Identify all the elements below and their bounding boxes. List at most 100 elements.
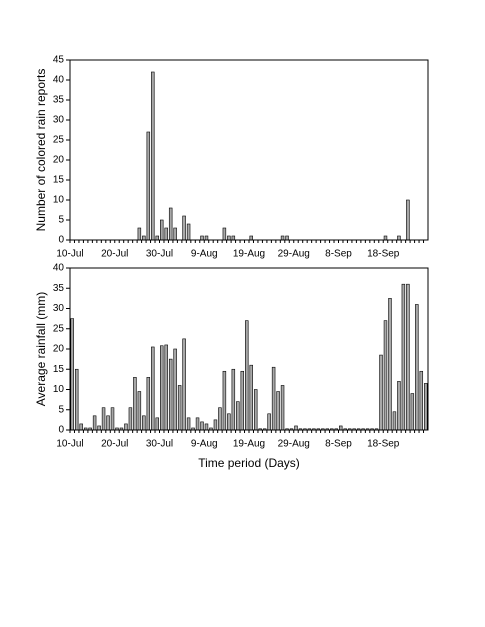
- bar: [271, 366, 276, 431]
- x-tick-label: 9-Aug: [191, 439, 218, 450]
- y-tick-label: 40: [53, 263, 65, 274]
- bar: [388, 298, 392, 431]
- bar: [397, 235, 401, 241]
- bar: [383, 235, 388, 241]
- bar: [146, 377, 151, 431]
- bar: [160, 219, 164, 241]
- bar: [222, 370, 227, 431]
- y-tick-label: 35: [53, 283, 65, 294]
- y-tick-label: 20: [53, 155, 65, 166]
- bar: [401, 283, 406, 431]
- x-tick-label: 30-Jul: [146, 439, 173, 450]
- bar: [218, 407, 222, 431]
- bar: [160, 345, 164, 431]
- x-tick-label: 20-Jul: [101, 249, 128, 260]
- y-tick-label: 30: [53, 115, 65, 126]
- bar: [146, 131, 151, 241]
- y-tick-label: 25: [53, 135, 65, 146]
- bar: [182, 338, 186, 431]
- x-tick-label: 19-Aug: [233, 249, 265, 260]
- y-tick-label: 35: [53, 95, 65, 106]
- bar: [415, 304, 419, 431]
- x-axis-title: Time period (Days): [198, 456, 300, 470]
- x-tick-label: 9-Aug: [191, 249, 218, 260]
- y-tick-label: 15: [53, 364, 65, 375]
- bar: [419, 370, 424, 431]
- plot-frame: [69, 59, 429, 241]
- bar: [155, 417, 159, 431]
- bar: [200, 235, 204, 241]
- bar: [253, 389, 258, 431]
- bar: [406, 283, 410, 431]
- x-tick-label: 19-Aug: [233, 439, 265, 450]
- bar: [92, 415, 97, 431]
- bar: [406, 199, 410, 241]
- bar: [128, 407, 133, 431]
- y-tick-label: 40: [53, 75, 65, 86]
- bar: [173, 348, 177, 431]
- bar: [137, 227, 142, 241]
- bar: [110, 407, 115, 431]
- x-tick-label: 10-Jul: [56, 439, 83, 450]
- bar: [168, 358, 173, 431]
- x-tick-label: 20-Jul: [101, 439, 128, 450]
- bar: [392, 411, 397, 431]
- bar: [182, 215, 186, 241]
- y-tick-label: 15: [53, 175, 65, 186]
- x-tick-label: 29-Aug: [278, 249, 310, 260]
- bar: [379, 354, 383, 431]
- y-tick-label: 30: [53, 303, 65, 314]
- bar: [280, 235, 285, 241]
- bar: [249, 235, 253, 241]
- bar: [155, 235, 159, 241]
- bar: [106, 415, 110, 431]
- bar: [97, 425, 101, 431]
- bar: [177, 385, 182, 431]
- y-tick-label: 10: [53, 384, 65, 395]
- bar: [204, 235, 209, 241]
- x-tick-label: 10-Jul: [56, 249, 83, 260]
- bar: [339, 425, 343, 431]
- bar: [195, 417, 200, 431]
- bar: [186, 417, 191, 431]
- bar: [124, 423, 128, 431]
- bar: [276, 391, 280, 431]
- y-axis-title: Number of colored rain reports: [34, 69, 48, 232]
- x-tick-label: 18-Sep: [367, 439, 400, 450]
- y-tick-label: 10: [53, 195, 65, 206]
- y-tick-label: 45: [53, 55, 65, 66]
- bar: [245, 320, 249, 431]
- y-tick-label: 20: [53, 344, 65, 355]
- x-tick-label: 8-Sep: [325, 249, 352, 260]
- bar: [397, 381, 401, 431]
- bar: [74, 368, 79, 431]
- bar: [236, 401, 240, 431]
- bar: [227, 235, 231, 241]
- y-tick-label: 5: [58, 404, 64, 415]
- plot-frame: [69, 267, 429, 431]
- bar: [70, 318, 74, 431]
- bar: [151, 71, 155, 241]
- bar: [280, 385, 285, 431]
- bar: [410, 393, 415, 431]
- bar: [249, 364, 253, 431]
- y-tick-label: 0: [58, 425, 64, 436]
- bar: [227, 413, 231, 431]
- x-tick-label: 8-Sep: [325, 439, 352, 450]
- x-tick-label: 30-Jul: [146, 249, 173, 260]
- bar: [204, 423, 209, 431]
- y-tick-label: 25: [53, 323, 65, 334]
- bar: [168, 207, 173, 241]
- bar: [424, 383, 428, 431]
- y-tick-label: 5: [58, 215, 64, 226]
- bar: [164, 344, 168, 431]
- bar: [101, 407, 106, 431]
- bar: [383, 320, 388, 431]
- bar: [222, 227, 227, 241]
- bar: [231, 368, 236, 431]
- bar: [142, 415, 146, 431]
- bar: [285, 235, 289, 241]
- bar: [173, 227, 177, 241]
- bar: [137, 391, 142, 431]
- bar: [267, 413, 271, 431]
